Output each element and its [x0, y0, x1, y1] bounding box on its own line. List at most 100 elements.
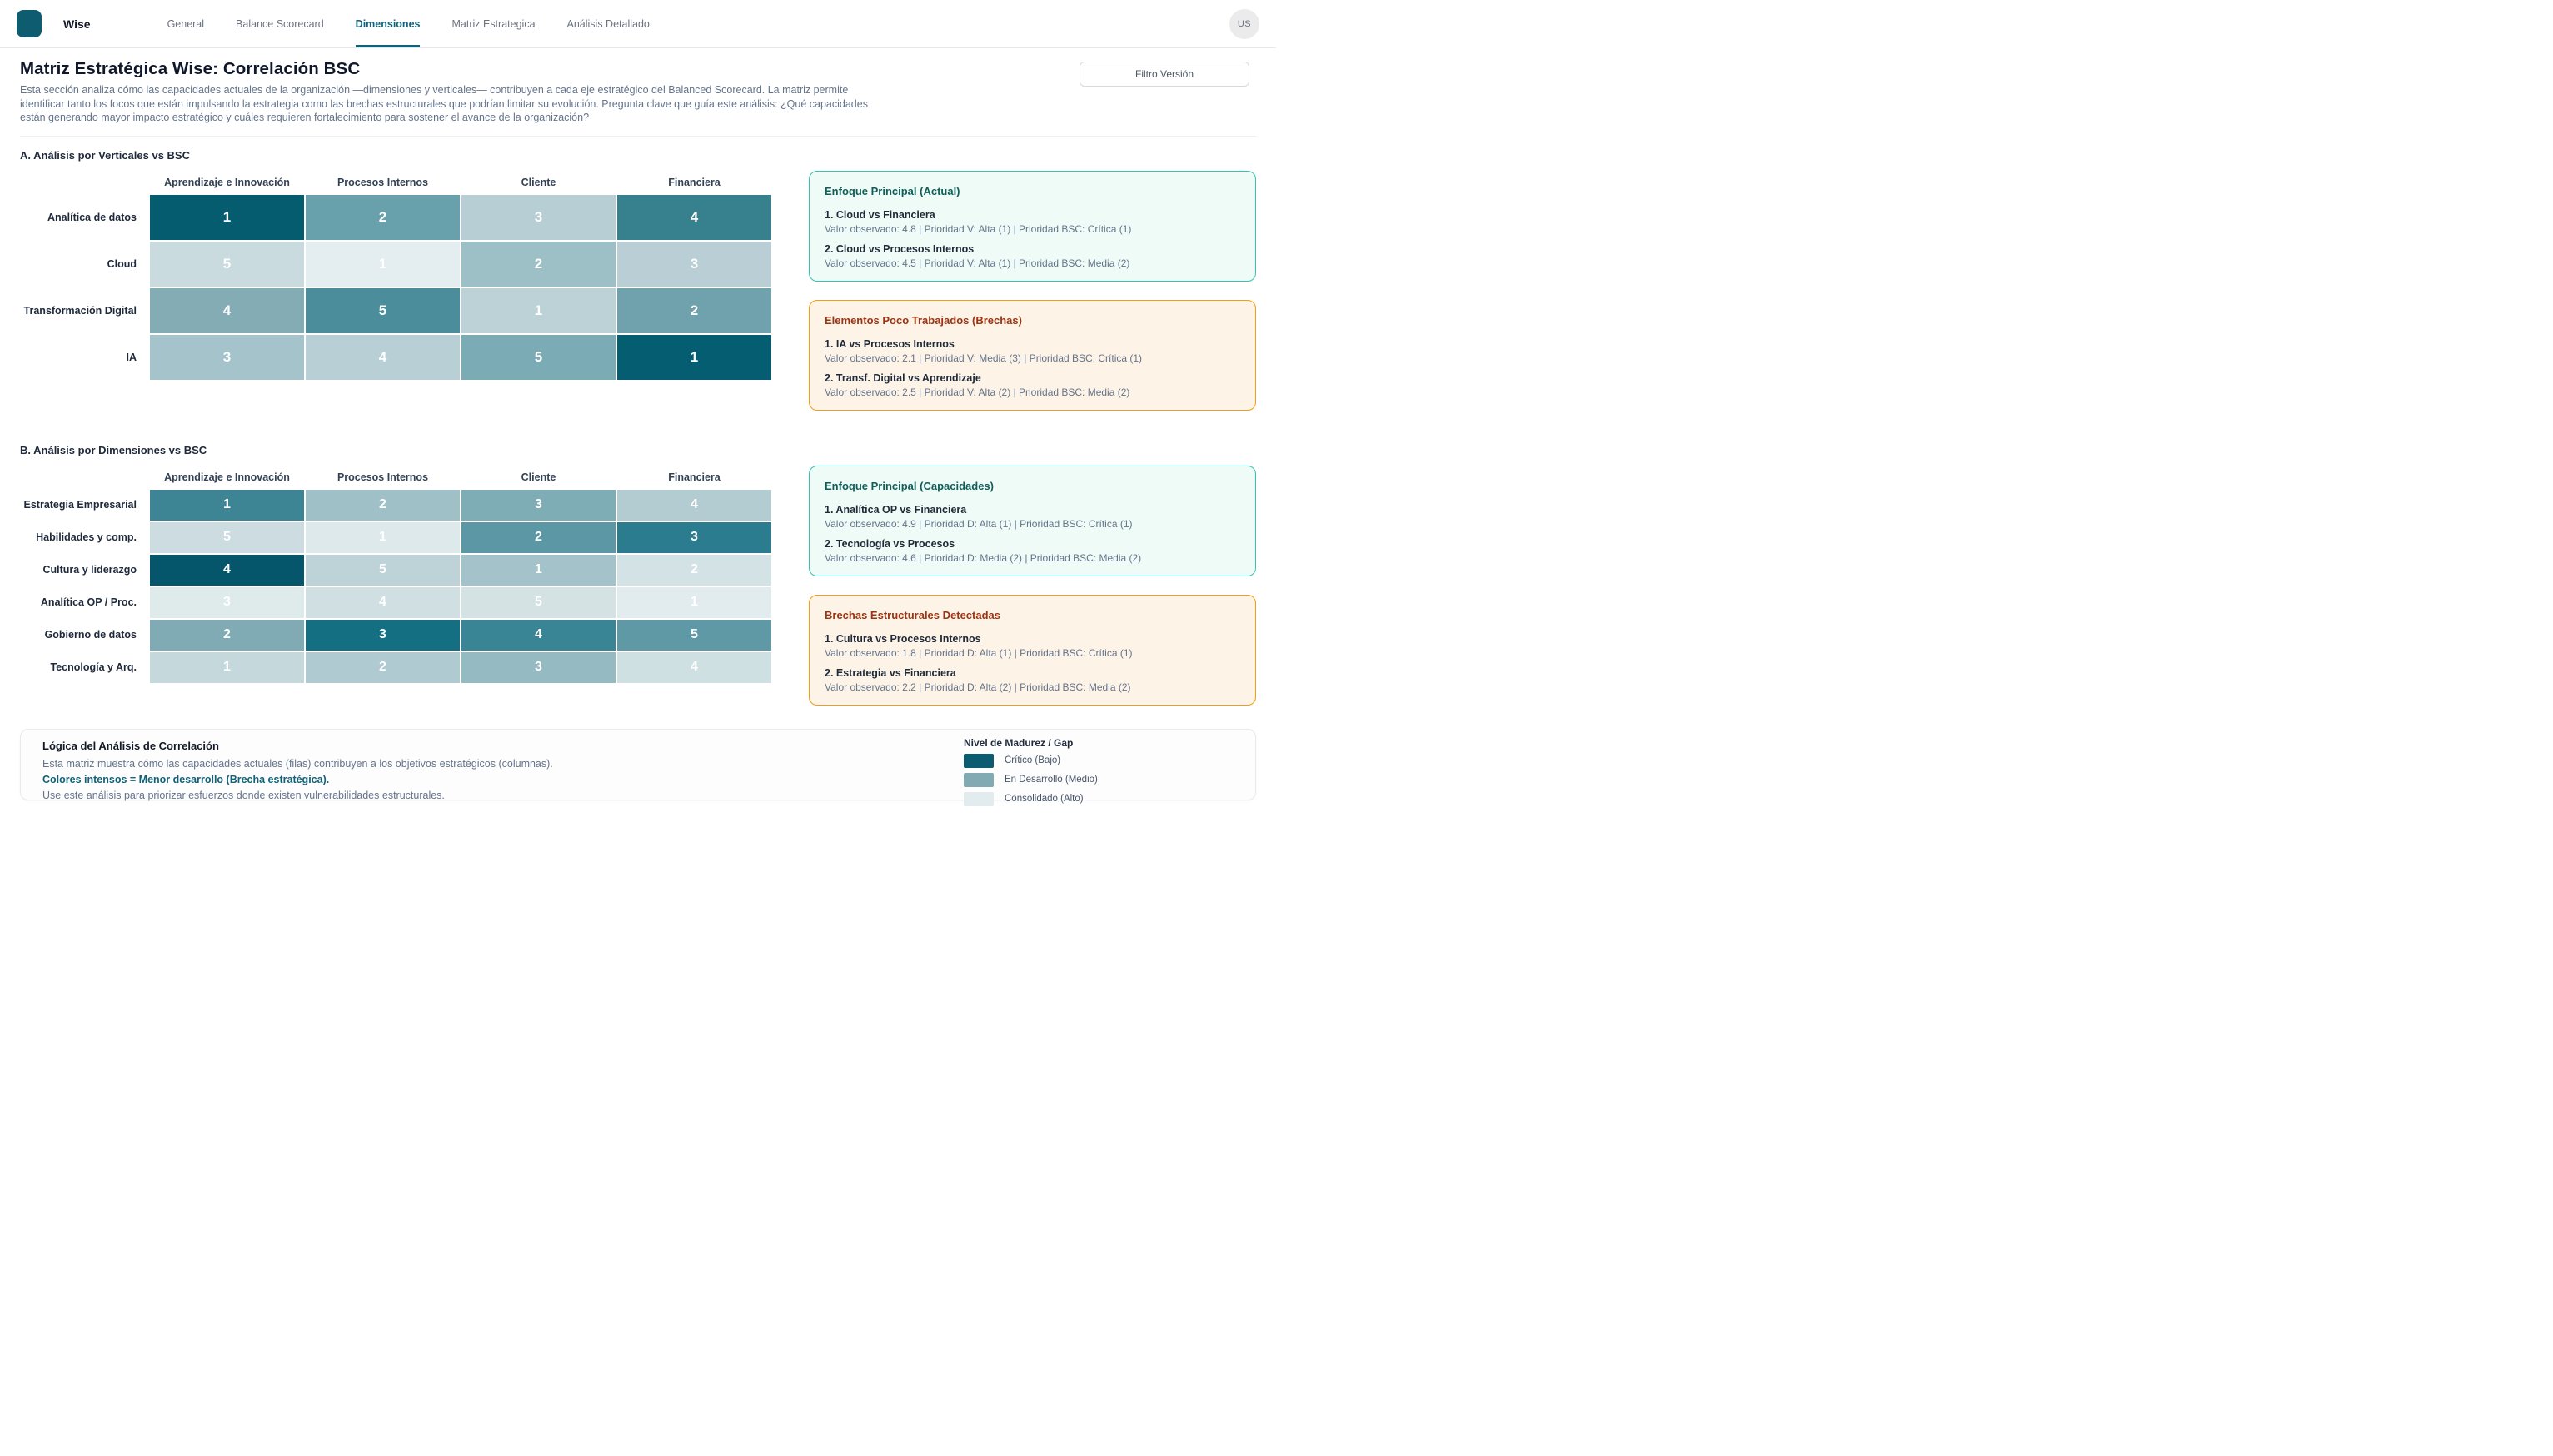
- row-label: Transformación Digital: [23, 304, 137, 317]
- row-label: Estrategia Empresarial: [23, 499, 137, 511]
- heatmap-cell[interactable]: 4: [150, 554, 304, 586]
- heatmap-cell[interactable]: 2: [461, 521, 616, 553]
- legend-row: Consolidado (Alto): [964, 791, 1098, 806]
- tab-an-lisis-detallado[interactable]: Análisis Detallado: [566, 17, 650, 30]
- heatmap-cell[interactable]: 5: [617, 619, 771, 651]
- row-label: Tecnología y Arq.: [50, 661, 137, 674]
- row-label: IA: [126, 351, 137, 363]
- heatmap-cell[interactable]: 3: [461, 651, 616, 683]
- heatmap-cell[interactable]: 2: [461, 241, 616, 287]
- legend-label: Crítico (Bajo): [1005, 755, 1061, 766]
- heatmap-cell[interactable]: 5: [150, 521, 304, 553]
- heatmap-cell[interactable]: 3: [617, 241, 771, 287]
- heatmap-cell[interactable]: 1: [150, 651, 304, 683]
- column-header: Cliente: [521, 471, 556, 483]
- heatmap-cell[interactable]: 3: [617, 521, 771, 553]
- panel-item: 2. Transf. Digital vs Aprendizaje Valor o…: [825, 372, 1240, 398]
- heatmap-cell[interactable]: 5: [150, 241, 304, 287]
- heatmap-cell[interactable]: 4: [617, 651, 771, 683]
- matrix-a-column-headers: Aprendizaje e Innovación Procesos Interno…: [20, 173, 791, 188]
- column-header: Procesos Internos: [337, 471, 429, 483]
- heatmap-cell[interactable]: 5: [461, 586, 616, 618]
- heatmap-cell[interactable]: 3: [461, 489, 616, 521]
- wise-logo[interactable]: [17, 10, 42, 37]
- heatmap-cell[interactable]: 1: [306, 521, 460, 553]
- logic-line-accent: Colores intensos = Menor desarrollo (Bre…: [42, 773, 330, 785]
- heatmap-cell[interactable]: 4: [150, 287, 304, 333]
- focus-panel: Enfoque Principal (Capacidades) 1. Analít…: [809, 465, 1256, 576]
- heatmap-cell[interactable]: 4: [461, 619, 616, 651]
- legend-row: Crítico (Bajo): [964, 753, 1098, 768]
- heatmap-cell[interactable]: 3: [461, 194, 616, 240]
- panel-item-title: 1. Analítica OP vs Financiera: [825, 503, 967, 516]
- filter-version-button[interactable]: Filtro Versión: [1080, 62, 1249, 87]
- corner-spacer: [20, 468, 148, 483]
- heatmap-cell[interactable]: 5: [306, 554, 460, 586]
- panel-item-title: 1. Cultura vs Procesos Internos: [825, 632, 981, 645]
- heatmap-cell[interactable]: 3: [306, 619, 460, 651]
- tab-balance-scorecard[interactable]: Balance Scorecard: [236, 17, 324, 30]
- panel-item-title: 1. Cloud vs Financiera: [825, 208, 935, 221]
- brand-name: Wise: [63, 17, 91, 31]
- matrix-b-column-headers: Aprendizaje e Innovación Procesos Interno…: [20, 468, 791, 483]
- panel-item-detail: Valor observado: 2.2 | Prioridad D: Alta…: [825, 681, 1131, 693]
- logic-title: Lógica del Análisis de Correlación: [42, 739, 219, 752]
- heatmap-cell[interactable]: 1: [461, 554, 616, 586]
- correlation-logic-box: Lógica del Análisis de Correlación Esta …: [20, 728, 1256, 806]
- section-verticales: A. Análisis por Verticales vs BSC Aprend…: [20, 149, 1256, 411]
- top-nav: Wise General Balance Scorecard Dimensiones…: [0, 0, 1276, 48]
- page-title: Matriz Estratégica Wise: Correlación BSC: [20, 59, 361, 78]
- nav-tabs: General Balance Scorecard Dimensiones Matri…: [167, 0, 650, 47]
- main-content: Matriz Estratégica Wise: Correlación BSC…: [0, 48, 1276, 806]
- tab-dimensiones[interactable]: Dimensiones: [355, 0, 421, 47]
- panel-item: 1. IA vs Procesos Internos Valor observad…: [825, 338, 1240, 364]
- heatmap-cell[interactable]: 1: [461, 287, 616, 333]
- heatmap-cell[interactable]: 2: [306, 489, 460, 521]
- panel-item-detail: Valor observado: 2.1 | Prioridad V: Medi…: [825, 352, 1143, 364]
- legend-row: En Desarrollo (Medio): [964, 772, 1098, 787]
- heatmap-cell[interactable]: 1: [617, 334, 771, 380]
- heatmap-cell[interactable]: 4: [617, 194, 771, 240]
- legend-label: En Desarrollo (Medio): [1005, 775, 1098, 785]
- column-header: Cliente: [521, 176, 556, 188]
- panel-item-title: 2. Estrategia vs Financiera: [825, 666, 956, 679]
- tab-matriz-estrategica[interactable]: Matriz Estrategica: [451, 17, 536, 30]
- focus-panel: Enfoque Principal (Actual) 1. Cloud vs Fi…: [809, 170, 1256, 282]
- heatmap-cell[interactable]: 5: [306, 287, 460, 333]
- panel-item-title: 2. Cloud vs Procesos Internos: [825, 242, 975, 255]
- heatmap-cell[interactable]: 1: [150, 489, 304, 521]
- heatmap-cell[interactable]: 2: [617, 287, 771, 333]
- user-avatar[interactable]: US: [1229, 8, 1259, 39]
- gaps-panel: Brechas Estructurales Detectadas 1. Cultu…: [809, 594, 1256, 706]
- panel-item-title: 2. Tecnología vs Procesos: [825, 537, 955, 550]
- heatmap-cell[interactable]: 5: [461, 334, 616, 380]
- heatmap-cell[interactable]: 2: [617, 554, 771, 586]
- heatmap-cell[interactable]: 1: [150, 194, 304, 240]
- heatmap-cell[interactable]: 1: [617, 586, 771, 618]
- insight-panels-a: Enfoque Principal (Actual) 1. Cloud vs Fi…: [809, 149, 1256, 411]
- panel-title: Enfoque Principal (Actual): [825, 184, 960, 197]
- tab-general[interactable]: General: [167, 17, 205, 30]
- heatmap-cell[interactable]: 1: [306, 241, 460, 287]
- column-header: Procesos Internos: [337, 176, 429, 188]
- heatmap-cell[interactable]: 2: [306, 194, 460, 240]
- heatmap-cell[interactable]: 3: [150, 334, 304, 380]
- panel-title: Enfoque Principal (Capacidades): [825, 479, 994, 492]
- legend-title: Nivel de Madurez / Gap: [964, 736, 1074, 749]
- section-dimensiones: B. Análisis por Dimensiones vs BSC Apren…: [20, 444, 1256, 706]
- heatmap-cell[interactable]: 2: [306, 651, 460, 683]
- heatmap-cell[interactable]: 2: [150, 619, 304, 651]
- legend-swatch: [964, 791, 994, 806]
- heatmap-cell[interactable]: 4: [617, 489, 771, 521]
- panel-title: Brechas Estructurales Detectadas: [825, 608, 1000, 621]
- heatmap-cell[interactable]: 4: [306, 334, 460, 380]
- heatmap-cell[interactable]: 3: [150, 586, 304, 618]
- heatmap-cell[interactable]: 4: [306, 586, 460, 618]
- section-b-title: B. Análisis por Dimensiones vs BSC: [20, 443, 207, 456]
- legend-label: Consolidado (Alto): [1005, 794, 1084, 805]
- gaps-panel: Elementos Poco Trabajados (Brechas) 1. IA…: [809, 299, 1256, 411]
- row-label: Analítica OP / Proc.: [40, 596, 137, 609]
- row-label: Habilidades y comp.: [36, 531, 137, 544]
- panel-item: 2. Tecnología vs Procesos Valor observado…: [825, 538, 1240, 564]
- panel-item: 1. Cloud vs Financiera Valor observado: 4…: [825, 209, 1240, 235]
